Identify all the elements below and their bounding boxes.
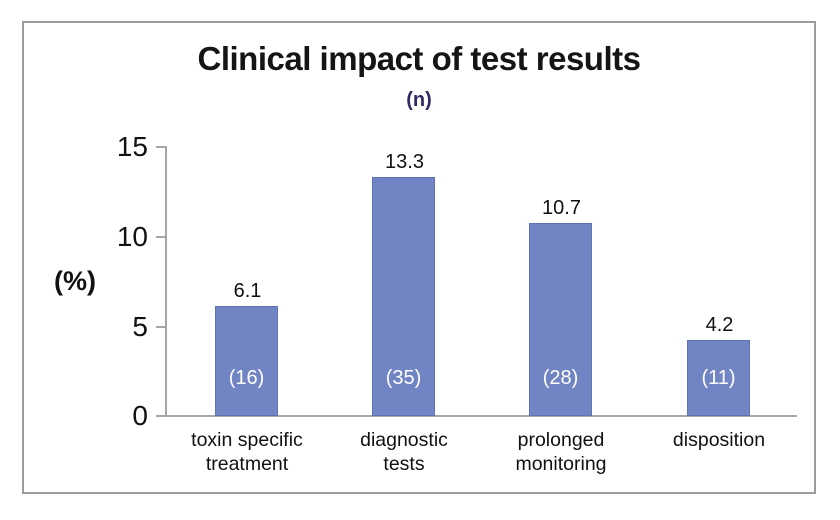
y-axis-line [165, 147, 167, 417]
y-tick-mark-10 [156, 236, 167, 238]
bar-count-label: (28) [542, 367, 579, 389]
y-tick-label-0: 0 [132, 400, 148, 431]
y-tick-mark-15 [156, 146, 167, 148]
y-tick-label-5: 5 [132, 311, 148, 342]
y-tick-label-15: 15 [116, 131, 148, 162]
y-tick-label-10: 10 [116, 221, 148, 252]
bar-prolonged-monitoring: 10.7 [529, 197, 592, 416]
x-category-label: toxin specific treatment [191, 429, 303, 475]
bar-value-label: 13.3 [385, 151, 424, 173]
bar-value-label: 6.1 [233, 280, 262, 302]
bar-value-label: 10.7 [542, 197, 581, 219]
bar-toxin-specific-treatment: 6.1 [215, 280, 278, 416]
x-category-label: prolonged monitoring [515, 429, 607, 475]
bar-disposition: 4.2 [687, 314, 750, 416]
bar-count-label: (35) [385, 367, 422, 389]
x-category-label: disposition [672, 429, 766, 451]
bar-count-label: (11) [701, 367, 736, 389]
y-tick-mark-5 [156, 326, 167, 328]
chart-title: Clinical impact of test results [197, 40, 641, 77]
bar-count-label: (16) [228, 367, 265, 389]
x-category-label: diagnostic tests [360, 429, 448, 475]
bar-value-label: 4.2 [705, 314, 734, 336]
x-axis-line [156, 415, 797, 417]
bar-diagnostic-tests: 13.3 [372, 151, 435, 416]
chart-subtitle: (n) [406, 89, 432, 111]
y-axis-title: (%) [54, 266, 96, 296]
